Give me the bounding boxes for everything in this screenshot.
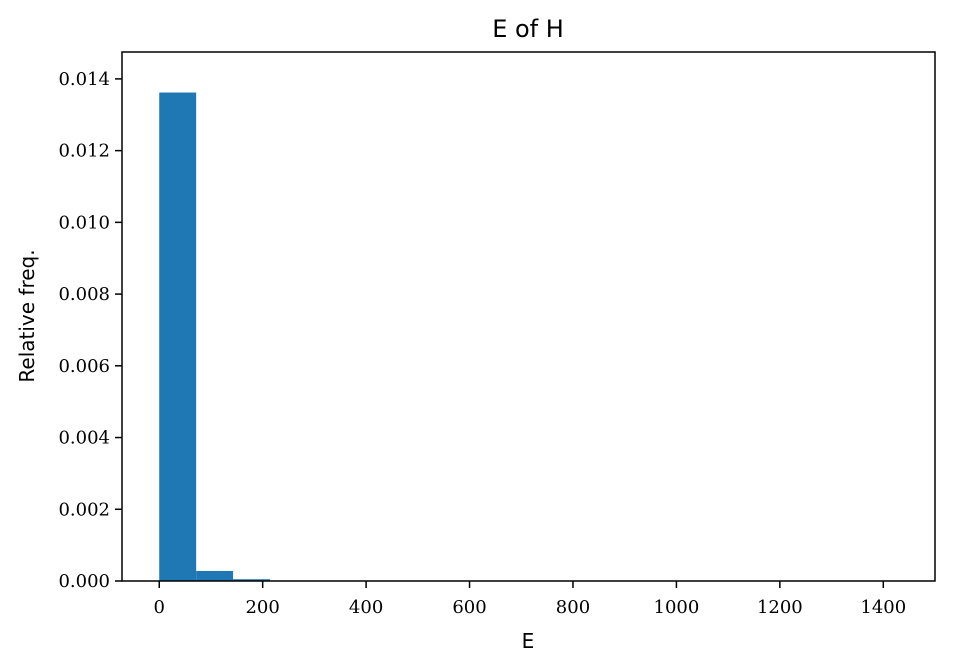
- y-tick-label: 0.010: [58, 212, 110, 233]
- x-tick-label: 0: [154, 597, 165, 618]
- y-tick-label: 0.006: [58, 356, 110, 377]
- x-tick-label: 1000: [654, 597, 700, 618]
- y-tick-label: 0.000: [58, 571, 110, 592]
- histogram-bar: [233, 579, 271, 581]
- histogram-bar: [196, 570, 234, 581]
- histogram-bars: [159, 92, 898, 581]
- y-tick-label: 0.014: [58, 69, 110, 90]
- y-tick-label: 0.008: [58, 284, 110, 305]
- x-tick-label: 400: [349, 597, 383, 618]
- plot-frame: [121, 51, 936, 582]
- y-tick-label: 0.004: [58, 428, 110, 449]
- y-tick-label: 0.002: [58, 499, 110, 520]
- y-axis-label: Relative freq.: [15, 249, 39, 382]
- x-tick-label: 200: [245, 597, 279, 618]
- x-tick-label: 1200: [757, 597, 803, 618]
- x-tick-label: 1400: [860, 597, 906, 618]
- y-axis-ticks: 0.000 0.002 0.004 0.006 0.008 0.010 0.012 0.014: [58, 69, 122, 592]
- y-tick-label: 0.012: [58, 141, 110, 162]
- chart-title: E of H: [492, 15, 564, 43]
- x-tick-label: 600: [452, 597, 486, 618]
- histogram-bar: [159, 92, 197, 581]
- x-axis-ticks: 0 200 400 600 800 1000 1200 1400: [154, 581, 906, 618]
- x-tick-label: 800: [556, 597, 590, 618]
- x-axis-label: E: [522, 629, 535, 653]
